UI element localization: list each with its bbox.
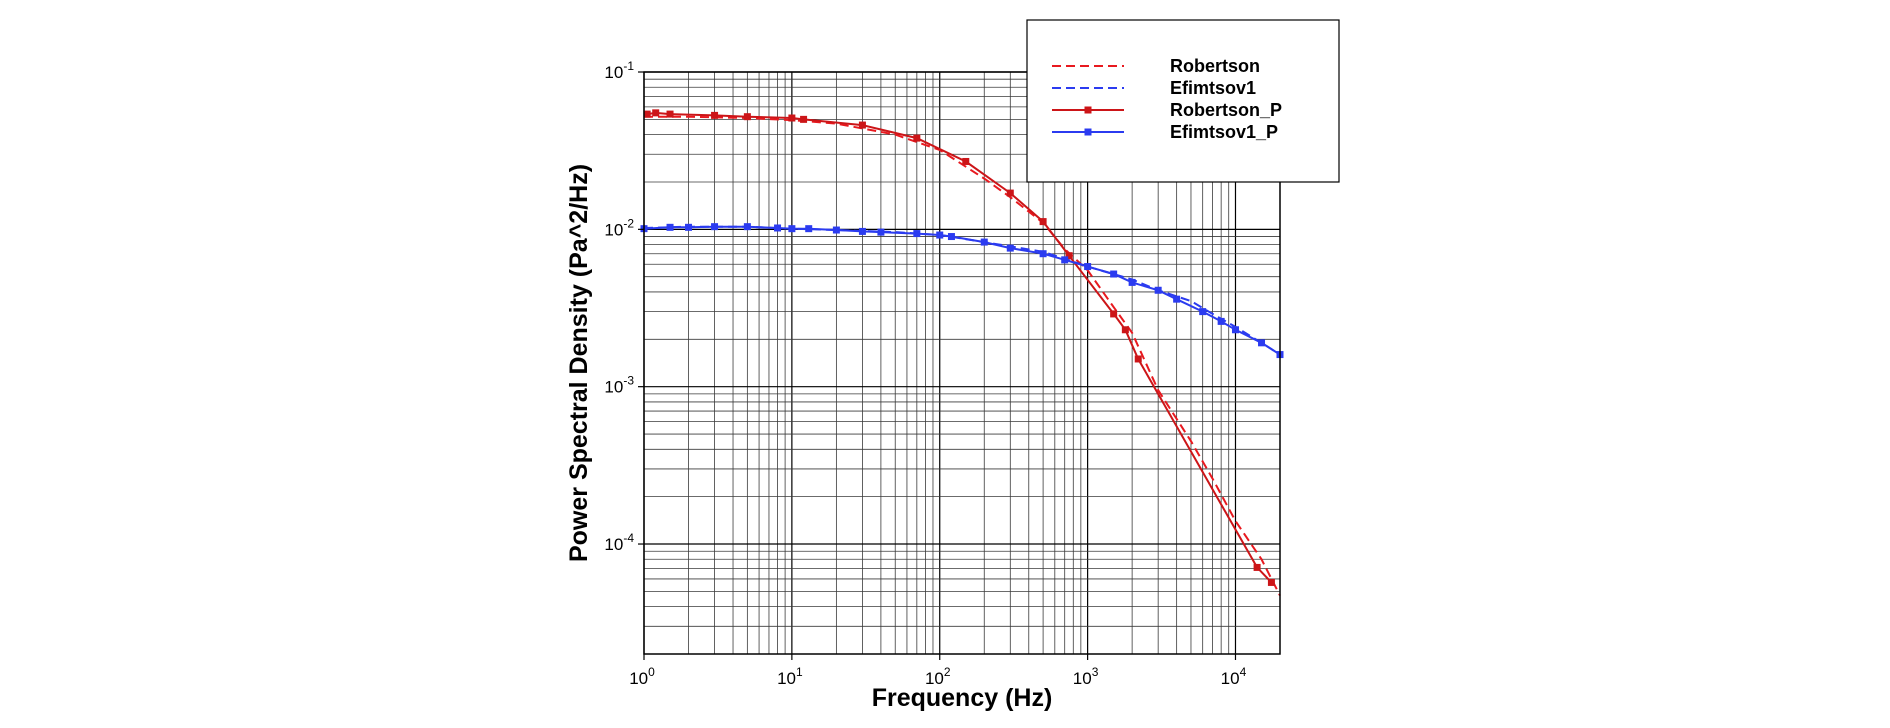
- data-point-robertson-p: [1267, 578, 1275, 586]
- data-point-robertson-p: [788, 114, 796, 122]
- data-point-efimtsov1-p: [1006, 244, 1014, 252]
- data-point-robertson-p: [711, 111, 719, 119]
- data-point-efimtsov1-p: [711, 223, 719, 231]
- data-point-robertson-p: [858, 121, 866, 129]
- legend-marker-efimtsov1-p: [1084, 128, 1092, 136]
- data-point-efimtsov1-p: [1039, 250, 1047, 258]
- x-tick-label: 100: [629, 665, 655, 688]
- legend-box: [1026, 19, 1340, 183]
- data-point-robertson-p: [1253, 563, 1261, 571]
- data-point-robertson-p: [743, 113, 751, 121]
- data-point-efimtsov1-p: [1061, 256, 1069, 264]
- data-point-efimtsov1-p: [947, 233, 955, 241]
- data-point-efimtsov1-p: [913, 230, 921, 238]
- legend-label-robertson-p: Robertson_P: [1170, 100, 1282, 120]
- data-point-efimtsov1-p: [774, 224, 782, 232]
- data-point-efimtsov1-p: [936, 231, 944, 239]
- data-point-efimtsov1-p: [685, 223, 693, 231]
- y-tick-label: 10-4: [604, 531, 634, 554]
- data-point-robertson-p: [666, 110, 674, 118]
- data-point-efimtsov1-p: [1154, 286, 1162, 294]
- data-point-efimtsov1-p: [788, 225, 796, 233]
- x-tick-label: 103: [1073, 665, 1099, 688]
- data-point-efimtsov1-p: [1258, 339, 1266, 347]
- data-point-robertson-p: [1121, 326, 1129, 334]
- legend-label-efimtsov1-p: Efimtsov1_P: [1170, 122, 1278, 142]
- y-axis-title: Power Spectral Density (Pa^2/Hz): [565, 164, 593, 562]
- data-point-robertson-p: [1039, 218, 1047, 226]
- data-point-efimtsov1-p: [832, 226, 840, 234]
- data-point-efimtsov1-p: [743, 223, 751, 231]
- data-point-efimtsov1-p: [1084, 263, 1092, 271]
- data-point-efimtsov1-p: [1128, 278, 1136, 286]
- series-line-efimtsov1-p: [643, 225, 1281, 356]
- x-tick-label: 101: [777, 665, 803, 688]
- data-point-robertson-p: [962, 157, 970, 165]
- data-point-robertson-p: [643, 110, 651, 118]
- legend-label-efimtsov1: Efimtsov1: [1170, 78, 1256, 98]
- axis-ticks: 100 101 102 103 104 10-1 10-2 10-3 10-4: [604, 59, 1246, 688]
- data-point-efimtsov1-p: [980, 238, 988, 246]
- data-point-efimtsov1-p: [877, 228, 885, 236]
- series-line-robertson: [644, 115, 1281, 597]
- data-point-robertson-p: [652, 109, 660, 117]
- data-point-efimtsov1-p: [1231, 326, 1239, 334]
- data-point-efimtsov1-p: [1217, 317, 1225, 325]
- x-axis-title: Frequency (Hz): [872, 684, 1053, 712]
- data-point-robertson-p: [1110, 310, 1118, 318]
- legend-marker-robertson-p: [1084, 106, 1092, 114]
- legend-label-robertson: Robertson: [1170, 56, 1260, 76]
- data-point-efimtsov1-p: [1173, 295, 1181, 303]
- data-point-robertson-p: [1006, 189, 1014, 197]
- y-tick-label: 10-2: [604, 216, 634, 239]
- data-point-efimtsov1-p: [666, 223, 674, 231]
- series-layer: [640, 109, 1284, 597]
- data-point-robertson-p: [800, 115, 808, 123]
- data-point-efimtsov1-p: [805, 225, 813, 233]
- y-tick-label: 10-1: [604, 59, 634, 82]
- x-tick-label: 104: [1221, 665, 1247, 688]
- y-tick-label: 10-3: [604, 374, 634, 397]
- data-point-efimtsov1-p: [1110, 270, 1118, 278]
- data-point-robertson-p: [913, 134, 921, 142]
- data-point-efimtsov1-p: [1199, 308, 1207, 316]
- plot-frame: [643, 71, 1281, 655]
- x-tick-label: 102: [925, 665, 951, 688]
- data-point-robertson-p: [1065, 252, 1073, 260]
- series-line-robertson-p: [646, 111, 1273, 584]
- data-point-robertson-p: [1134, 355, 1142, 363]
- data-point-efimtsov1-p: [858, 227, 866, 235]
